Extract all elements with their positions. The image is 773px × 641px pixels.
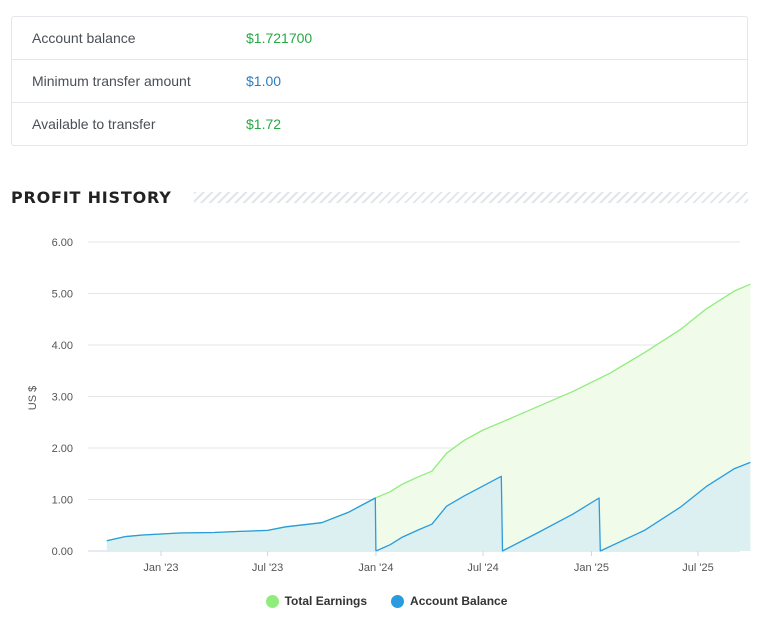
minimum-transfer-label: Minimum transfer amount (32, 73, 191, 89)
chart-lines (106, 283, 751, 552)
y-tick-label: 2.00 (52, 443, 73, 455)
account-balance-area (106, 462, 751, 551)
account-balance-dot-icon (391, 594, 405, 608)
chart-legend: Total Earnings Account Balance (0, 594, 773, 608)
minimum-transfer-value: $1.00 (246, 73, 282, 89)
minimum-transfer-row: Minimum transfer amount $1.00 (12, 60, 747, 103)
chart-areas (106, 284, 751, 551)
account-balance-line (106, 461, 751, 552)
y-tick-label: 5.00 (52, 289, 73, 301)
total-earnings-dot-icon (265, 594, 279, 608)
x-tick-label: Jan '25 (574, 562, 609, 574)
x-tick-label: Jul '25 (682, 562, 713, 574)
y-tick-label: 1.00 (52, 495, 73, 507)
available-transfer-value: $1.72 (246, 116, 282, 132)
y-tick-label: 3.00 (52, 392, 73, 404)
legend-total-earnings[interactable]: Total Earnings (265, 594, 368, 608)
profit-history-header: PROFIT HISTORY (11, 186, 748, 208)
available-transfer-label: Available to transfer (32, 116, 156, 132)
y-tick-label: 0.00 (52, 546, 73, 558)
legend-total-earnings-label: Total Earnings (284, 594, 368, 608)
chart-axes: 0.00 1.00 2.00 3.00 4.00 5.00 6.00 Jan '23 Jul '… (52, 237, 714, 574)
y-tick-label: 6.00 (52, 237, 73, 249)
available-transfer-row: Available to transfer $1.72 (12, 103, 747, 145)
account-balance-row: Account balance $1.721700 (12, 17, 747, 60)
account-balance-value: $1.721700 (246, 30, 313, 46)
account-summary-table: Account balance $1.721700 Minimum transf… (11, 16, 748, 146)
legend-account-balance-label: Account Balance (410, 594, 508, 608)
account-balance-label: Account balance (32, 30, 136, 46)
legend-account-balance[interactable]: Account Balance (391, 594, 507, 608)
y-axis-label: US $ (27, 386, 39, 410)
x-tick-label: Jan '23 (143, 562, 178, 574)
y-tick-label: 4.00 (52, 340, 73, 352)
x-tick-label: Jul '23 (252, 562, 283, 574)
profit-history-chart: 0.00 1.00 2.00 3.00 4.00 5.00 6.00 Jan '23 Jul '… (27, 237, 751, 574)
header-divider (193, 191, 748, 203)
chart-gridlines (88, 241, 740, 552)
x-tick-label: Jul '24 (467, 562, 498, 574)
total-earnings-area (106, 284, 751, 551)
profit-history-title: PROFIT HISTORY (11, 187, 172, 207)
x-tick-label: Jan '24 (358, 562, 393, 574)
